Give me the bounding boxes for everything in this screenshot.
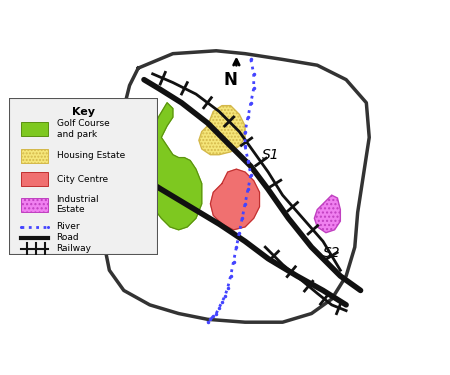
Polygon shape [104, 51, 369, 322]
Polygon shape [211, 169, 260, 230]
Polygon shape [315, 195, 340, 232]
Text: Golf Course
and park: Golf Course and park [57, 119, 109, 139]
Polygon shape [199, 106, 245, 155]
Text: N: N [224, 71, 238, 89]
FancyBboxPatch shape [21, 149, 48, 163]
Text: Industrial
Estate: Industrial Estate [57, 195, 99, 214]
Text: Railway: Railway [57, 244, 91, 253]
Text: Key: Key [72, 107, 95, 117]
FancyBboxPatch shape [21, 172, 48, 186]
Text: S1: S1 [262, 148, 280, 162]
FancyBboxPatch shape [21, 198, 48, 211]
Text: Road: Road [57, 233, 79, 242]
Polygon shape [141, 103, 202, 230]
Text: Housing Estate: Housing Estate [57, 151, 125, 160]
Text: River: River [57, 222, 80, 231]
Text: City Centre: City Centre [57, 175, 108, 184]
Text: S2: S2 [323, 246, 341, 260]
FancyBboxPatch shape [9, 98, 157, 255]
FancyBboxPatch shape [21, 122, 48, 136]
